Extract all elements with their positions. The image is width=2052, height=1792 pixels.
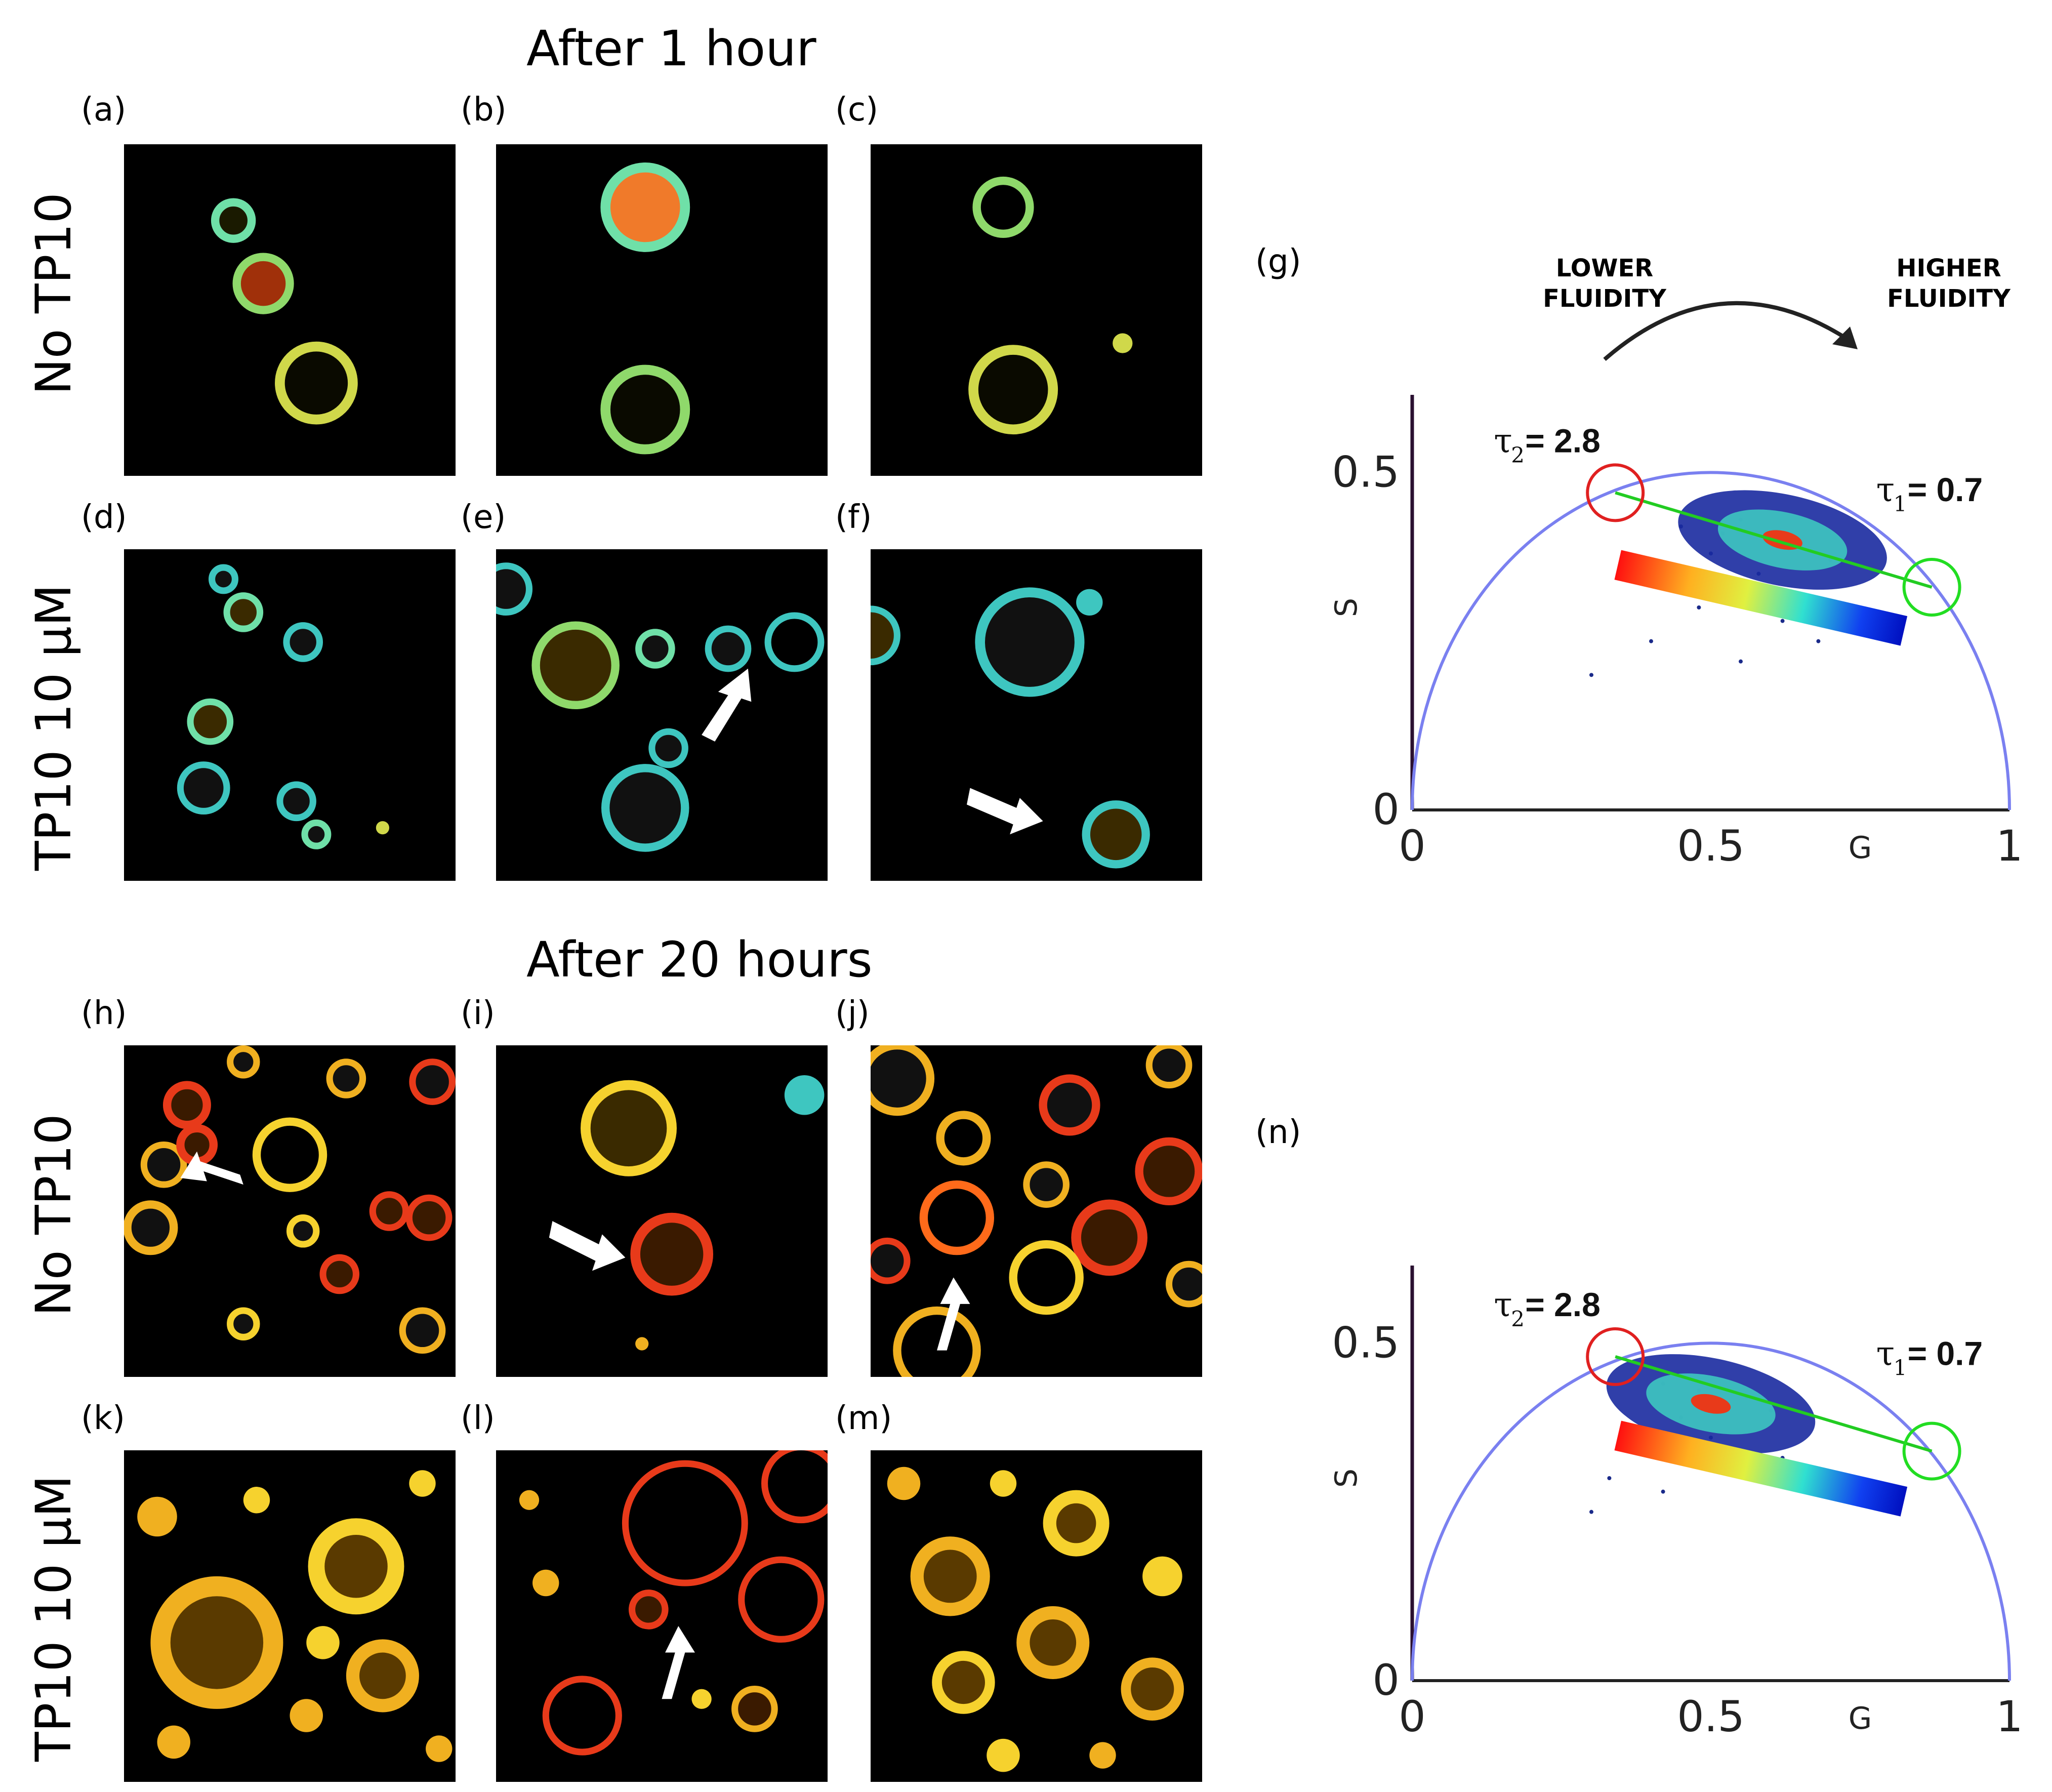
phasor-1-tau2-circle bbox=[1586, 1327, 1645, 1386]
phasor-0-point-14 bbox=[1816, 639, 1821, 643]
annotation-lower-fluidity: LOWER FLUIDITY bbox=[1543, 254, 1666, 313]
phasor-0-tau1-value: = 0.7 bbox=[1908, 471, 1983, 508]
micrograph-l bbox=[496, 1450, 828, 1782]
micrograph-c bbox=[871, 144, 1202, 476]
phasor-1-y-label: S bbox=[1329, 1469, 1364, 1488]
phasor-1-tau2-symbol: τ bbox=[1494, 1285, 1512, 1324]
section-title-20h: After 20 hours bbox=[526, 931, 873, 988]
phasor-0-y-label: S bbox=[1329, 598, 1364, 617]
phasor-0-point-11 bbox=[1739, 659, 1743, 664]
micrograph-e bbox=[496, 549, 828, 881]
row-label-no-tp10-1h: No TP10 bbox=[25, 192, 82, 395]
phasor-0-tau2-symbol: τ bbox=[1494, 421, 1512, 460]
micrograph-b bbox=[496, 144, 828, 476]
phasor-0-point-10 bbox=[1780, 619, 1785, 623]
panel-label-k: (k) bbox=[81, 1400, 125, 1437]
phasor-1-tau2-value: = 2.8 bbox=[1525, 1286, 1600, 1323]
section-title-1h: After 1 hour bbox=[526, 20, 816, 77]
phasor-1-x-label: G bbox=[1849, 1701, 1872, 1736]
phasor-1-colorbar bbox=[1614, 1420, 1908, 1517]
phasor-1-y-tick-0: 0 bbox=[1373, 1655, 1400, 1705]
panel-label-e: (e) bbox=[461, 499, 506, 536]
phasor-1-fit-line bbox=[1615, 1355, 1933, 1453]
phasor-0-x-tick-1: 0.5 bbox=[1677, 821, 1745, 871]
phasor-1-x-tick-1: 0.5 bbox=[1677, 1692, 1745, 1741]
phasor-1-tau1-subscript: 1 bbox=[1894, 1356, 1907, 1380]
phasor-0-point-9 bbox=[1697, 605, 1701, 609]
phasor-0-tau2-value: = 2.8 bbox=[1525, 422, 1600, 459]
phasor-0-point-12 bbox=[1649, 639, 1653, 643]
phasor-0-y-tick-1: 0.5 bbox=[1332, 447, 1400, 497]
phasor-0-tau1-symbol: τ bbox=[1876, 470, 1895, 509]
phasor-0-tau1-label: τ1 = 0.7 bbox=[1876, 470, 1983, 516]
phasor-1-tau1-value: = 0.7 bbox=[1908, 1335, 1983, 1372]
micrograph-d bbox=[124, 549, 456, 881]
phasor-1-tau2-subscript: 2 bbox=[1511, 1307, 1525, 1331]
phasor-0-x-label: G bbox=[1849, 830, 1872, 866]
phasor-1-tau1-symbol: τ bbox=[1876, 1334, 1895, 1373]
phasor-1-semicircle bbox=[1411, 1341, 2011, 1681]
phasor-0-x-tick-2: 1 bbox=[1996, 821, 2023, 871]
panel-label-l: (l) bbox=[461, 1400, 495, 1437]
panel-label-b: (b) bbox=[461, 91, 507, 129]
phasor-1-tau1-label: τ1 = 0.7 bbox=[1876, 1334, 1983, 1380]
micrograph-m bbox=[871, 1450, 1202, 1782]
phasor-0-colorbar bbox=[1614, 550, 1908, 646]
phasor-0-x-tick-0: 0 bbox=[1399, 821, 1425, 871]
micrograph-f bbox=[871, 549, 1202, 881]
phasor-0-tau1-circle bbox=[1902, 558, 1961, 617]
phasor-0-fit-line bbox=[1615, 491, 1933, 589]
row-label-tp10-20h: TP10 10 μM bbox=[25, 1475, 82, 1762]
panel-label-h: (h) bbox=[81, 995, 127, 1032]
panel-label-j: (j) bbox=[835, 995, 870, 1032]
phasor-1-x-tick-0: 0 bbox=[1399, 1692, 1425, 1741]
fluidity-arrow bbox=[1603, 301, 1858, 361]
phasor-0-tau1-subscript: 1 bbox=[1894, 492, 1907, 516]
phasor-1-tau1-circle bbox=[1902, 1421, 1961, 1481]
micrograph-i bbox=[496, 1045, 828, 1377]
panel-label-c: (c) bbox=[835, 91, 879, 129]
panel-label-i: (i) bbox=[461, 995, 495, 1032]
phasor-1-point-8 bbox=[1607, 1476, 1612, 1480]
panel-label-g: (g) bbox=[1255, 243, 1301, 280]
micrograph-j bbox=[871, 1045, 1202, 1377]
phasor-1-tau2-label: τ2 = 2.8 bbox=[1494, 1285, 1600, 1331]
panel-label-n: (n) bbox=[1255, 1114, 1301, 1151]
phasor-0-point-13 bbox=[1589, 673, 1593, 677]
phasor-1-y-tick-1: 0.5 bbox=[1332, 1318, 1400, 1367]
row-label-no-tp10-20h: No TP10 bbox=[25, 1114, 82, 1316]
panel-label-m: (m) bbox=[835, 1400, 892, 1437]
micrograph-a bbox=[124, 144, 456, 476]
phasor-0-semicircle bbox=[1411, 471, 2011, 810]
phasor-0-tau2-subscript: 2 bbox=[1511, 442, 1525, 467]
phasor-0-y-tick-0: 0 bbox=[1373, 785, 1400, 834]
panel-label-d: (d) bbox=[81, 499, 127, 536]
micrograph-h bbox=[124, 1045, 456, 1377]
panel-label-f: (f) bbox=[835, 499, 872, 536]
panel-label-a: (a) bbox=[81, 91, 127, 129]
phasor-1-x-tick-2: 1 bbox=[1996, 1692, 2023, 1741]
row-label-tp10-1h: TP10 10 μM bbox=[25, 584, 82, 871]
phasor-1-point-9 bbox=[1661, 1489, 1665, 1494]
phasor-1-point-10 bbox=[1589, 1510, 1593, 1514]
micrograph-k bbox=[124, 1450, 456, 1782]
phasor-0-tau2-label: τ2 = 2.8 bbox=[1494, 421, 1600, 467]
phasor-0-tau2-circle bbox=[1586, 463, 1645, 522]
annotation-higher-fluidity: HIGHER FLUIDITY bbox=[1887, 254, 2010, 313]
phasor-1-cloud-core bbox=[1691, 1394, 1731, 1414]
